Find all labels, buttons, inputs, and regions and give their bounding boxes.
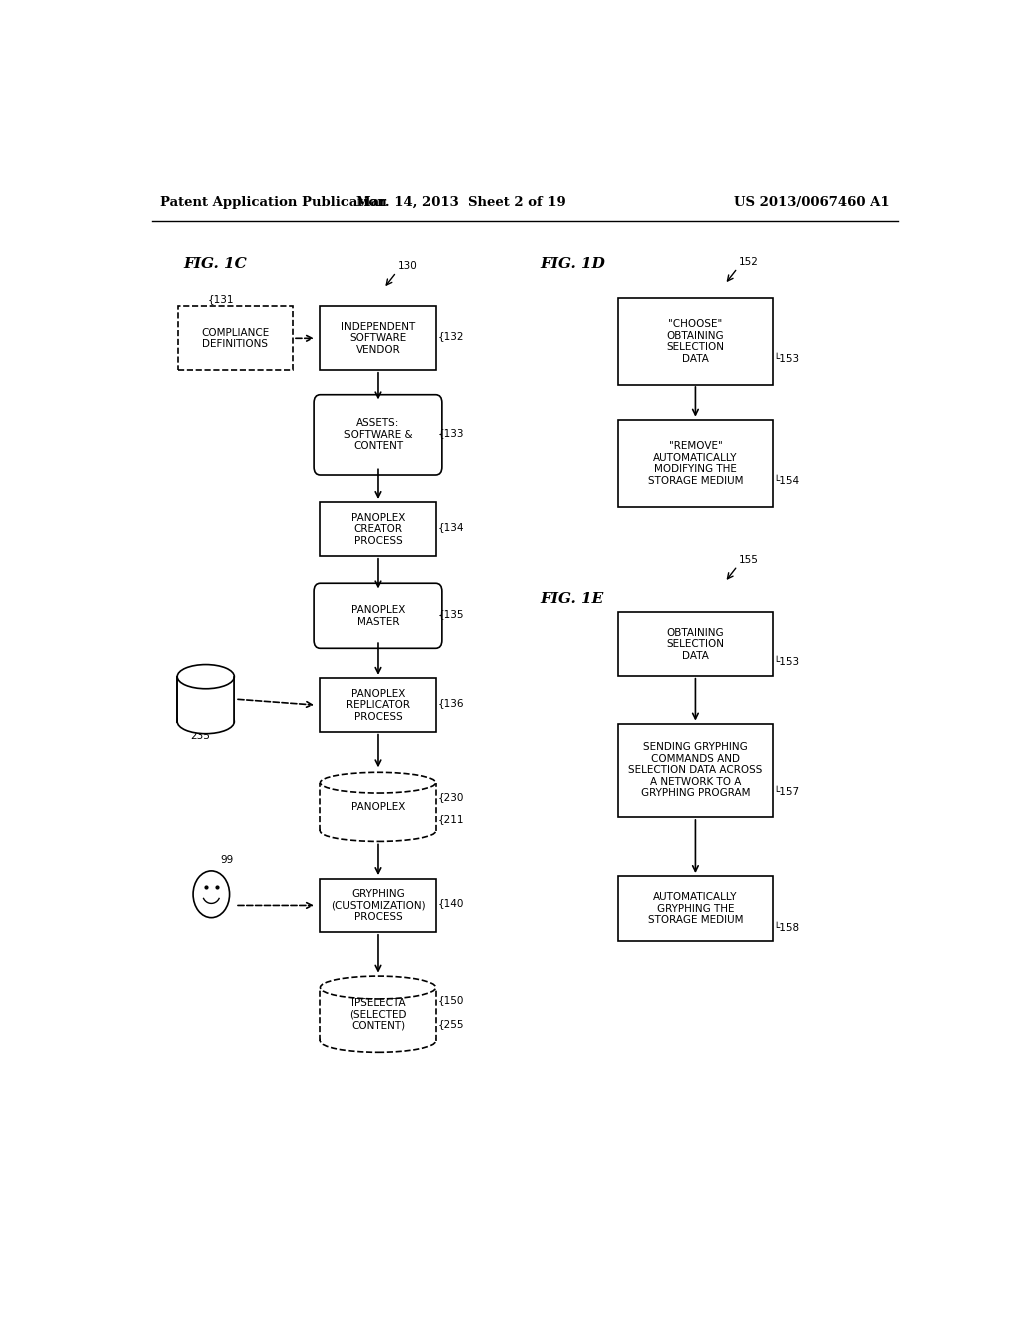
Bar	[178, 677, 233, 722]
Text: 235: 235	[189, 731, 210, 741]
Text: PANOPLEX
MASTER: PANOPLEX MASTER	[351, 605, 406, 627]
Text: {140: {140	[437, 899, 464, 908]
FancyBboxPatch shape	[177, 306, 293, 371]
Text: Mar. 14, 2013  Sheet 2 of 19: Mar. 14, 2013 Sheet 2 of 19	[356, 195, 566, 209]
FancyBboxPatch shape	[618, 723, 773, 817]
Ellipse shape	[321, 772, 435, 793]
Text: SENDING GRYPHING
COMMANDS AND
SELECTION DATA ACROSS
A NETWORK TO A
GRYPHING PROG: SENDING GRYPHING COMMANDS AND SELECTION …	[629, 742, 763, 799]
Text: {131: {131	[207, 293, 233, 304]
FancyBboxPatch shape	[321, 503, 435, 556]
FancyBboxPatch shape	[321, 678, 435, 733]
Text: PANOPLEX: PANOPLEX	[351, 801, 406, 812]
FancyBboxPatch shape	[618, 420, 773, 507]
Text: └154: └154	[773, 475, 800, 486]
Text: OBTAINING
SELECTION
DATA: OBTAINING SELECTION DATA	[667, 627, 724, 661]
Text: 130: 130	[397, 261, 418, 271]
Bar	[322, 987, 435, 1041]
Bar	[322, 783, 435, 832]
Text: Patent Application Publication: Patent Application Publication	[160, 195, 386, 209]
Text: {230: {230	[437, 792, 464, 801]
Ellipse shape	[321, 1030, 435, 1052]
FancyBboxPatch shape	[618, 298, 773, 384]
Text: └153: └153	[773, 656, 800, 667]
Ellipse shape	[177, 709, 234, 734]
Text: {136: {136	[437, 698, 464, 709]
Text: "CHOOSE"
OBTAINING
SELECTION
DATA: "CHOOSE" OBTAINING SELECTION DATA	[667, 319, 724, 364]
Text: ASSETS:
SOFTWARE &
CONTENT: ASSETS: SOFTWARE & CONTENT	[344, 418, 413, 451]
Text: └153: └153	[773, 354, 800, 363]
FancyBboxPatch shape	[618, 876, 773, 941]
Text: GRYPHING
(CUSTOMIZATION)
PROCESS: GRYPHING (CUSTOMIZATION) PROCESS	[331, 888, 425, 923]
Text: {255: {255	[437, 1019, 464, 1030]
FancyBboxPatch shape	[321, 879, 435, 932]
Bar	[321, 783, 435, 832]
Text: └158: └158	[773, 923, 800, 933]
FancyBboxPatch shape	[314, 583, 442, 648]
Text: IPSELECTA
(SELECTED
CONTENT): IPSELECTA (SELECTED CONTENT)	[349, 998, 407, 1031]
Text: {150: {150	[437, 995, 464, 1005]
Text: PANOPLEX
CREATOR
PROCESS: PANOPLEX CREATOR PROCESS	[351, 512, 406, 546]
Bar	[177, 676, 234, 722]
Text: FIG. 1C: FIG. 1C	[183, 257, 248, 271]
Ellipse shape	[321, 821, 435, 841]
Ellipse shape	[177, 664, 234, 689]
Text: {134: {134	[437, 523, 464, 532]
Text: FIG. 1E: FIG. 1E	[541, 591, 604, 606]
Text: 99: 99	[221, 855, 234, 865]
Text: └157: └157	[773, 787, 800, 796]
Circle shape	[194, 871, 229, 917]
Bar	[321, 987, 435, 1041]
Text: "REMOVE"
AUTOMATICALLY
MODIFYING THE
STORAGE MEDIUM: "REMOVE" AUTOMATICALLY MODIFYING THE STO…	[647, 441, 743, 486]
Text: {211: {211	[437, 814, 464, 824]
Text: {135: {135	[437, 609, 464, 619]
FancyBboxPatch shape	[618, 612, 773, 676]
Text: COMPLIANCE
DEFINITIONS: COMPLIANCE DEFINITIONS	[201, 327, 269, 348]
Text: INDEPENDENT
SOFTWARE
VENDOR: INDEPENDENT SOFTWARE VENDOR	[341, 322, 415, 355]
Text: AUTOMATICALLY
GRYPHING THE
STORAGE MEDIUM: AUTOMATICALLY GRYPHING THE STORAGE MEDIU…	[647, 892, 743, 925]
Text: 152: 152	[739, 257, 759, 267]
Text: {133: {133	[437, 428, 464, 438]
Ellipse shape	[321, 975, 435, 999]
Text: PANOPLEX
REPLICATOR
PROCESS: PANOPLEX REPLICATOR PROCESS	[346, 689, 410, 722]
Text: FIG. 1D: FIG. 1D	[541, 257, 605, 271]
FancyBboxPatch shape	[321, 306, 435, 371]
Text: {132: {132	[437, 331, 464, 342]
Text: 155: 155	[739, 554, 759, 565]
Text: US 2013/0067460 A1: US 2013/0067460 A1	[734, 195, 890, 209]
FancyBboxPatch shape	[314, 395, 442, 475]
